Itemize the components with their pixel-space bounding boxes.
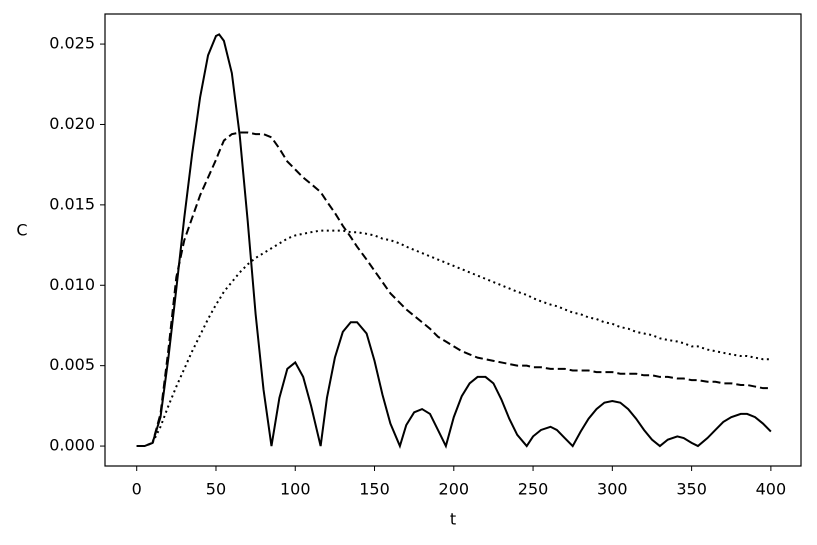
y-tick-label: 0.025 <box>49 34 95 53</box>
y-axis-label: C <box>16 221 27 240</box>
y-tick-label: 0.015 <box>49 194 95 213</box>
x-axis-label: t <box>450 510 456 529</box>
y-tick-label: 0.000 <box>49 436 95 455</box>
x-tick-label: 400 <box>756 480 787 499</box>
y-tick-label: 0.020 <box>49 114 95 133</box>
x-tick-label: 300 <box>597 480 628 499</box>
y-tick-label: 0.005 <box>49 355 95 374</box>
data-line <box>136 131 771 448</box>
x-tick-label: 350 <box>676 480 707 499</box>
x-tick-label: 50 <box>206 480 226 499</box>
x-tick-label: 250 <box>518 480 549 499</box>
x-tick-label: 200 <box>439 480 470 499</box>
x-tick-label: 150 <box>359 480 390 499</box>
x-tick-label: 100 <box>280 480 311 499</box>
y-tick-label: 0.010 <box>49 275 95 294</box>
plot-frame <box>104 13 802 467</box>
x-tick-label: 0 <box>132 480 142 499</box>
data-line <box>136 33 772 449</box>
data-line <box>136 229 771 448</box>
